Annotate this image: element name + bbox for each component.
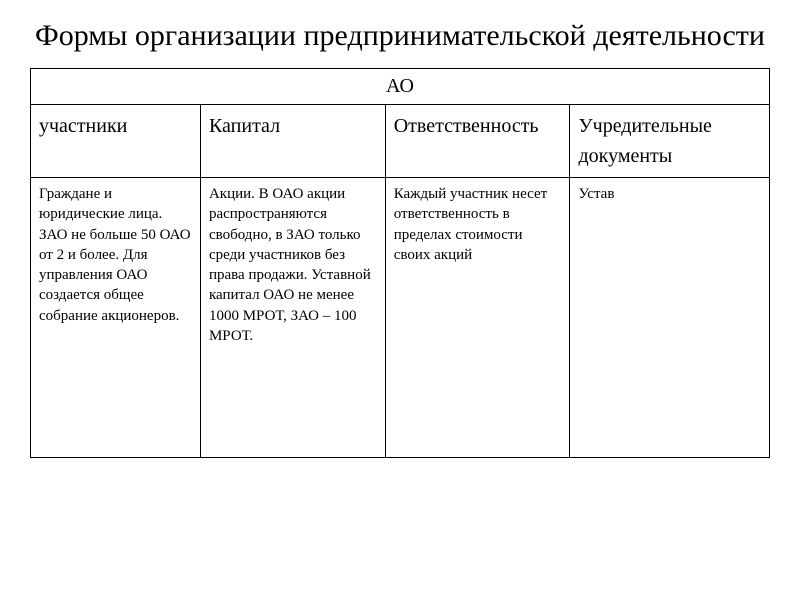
merged-header-cell: АО <box>31 69 770 105</box>
column-header: Ответственность <box>385 105 570 178</box>
forms-table: АО участники Капитал Ответственность Учр… <box>30 68 770 458</box>
column-header: Капитал <box>200 105 385 178</box>
table-cell: Акции. В ОАО акции распространяются своб… <box>200 178 385 458</box>
table-row-merged: АО <box>31 69 770 105</box>
page-title: Формы организации предпринимательской де… <box>30 18 770 54</box>
column-header: участники <box>31 105 201 178</box>
table-row-headers: участники Капитал Ответственность Учреди… <box>31 105 770 178</box>
document-page: Формы организации предпринимательской де… <box>0 0 800 488</box>
table-cell: Устав <box>570 178 770 458</box>
table-cell: Каждый участник несет ответственность в … <box>385 178 570 458</box>
column-header: Учредительные документы <box>570 105 770 178</box>
table-cell: Граждане и юридические лица. ЗАО не боль… <box>31 178 201 458</box>
table-row: Граждане и юридические лица. ЗАО не боль… <box>31 178 770 458</box>
